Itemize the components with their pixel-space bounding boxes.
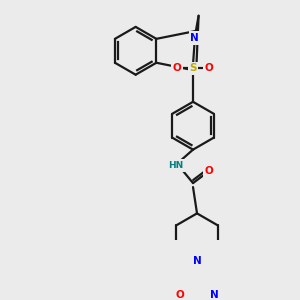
Text: S: S <box>189 63 197 73</box>
Text: O: O <box>173 63 182 73</box>
Text: HN: HN <box>168 161 183 170</box>
Text: O: O <box>205 166 213 176</box>
Text: O: O <box>175 290 184 300</box>
Text: N: N <box>190 33 199 43</box>
Text: N: N <box>210 290 219 300</box>
Text: O: O <box>205 63 213 73</box>
Text: N: N <box>193 256 201 266</box>
